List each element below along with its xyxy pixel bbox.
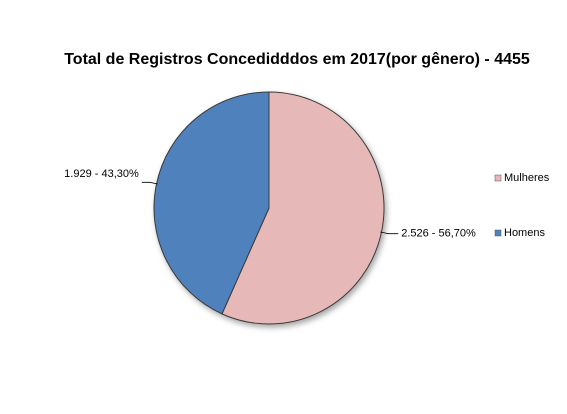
legend-label: Homens [504, 227, 545, 239]
leader-line [141, 181, 158, 185]
data-label: 2.526 - 56,70% [401, 228, 476, 240]
pie [153, 91, 385, 325]
chart-title: Total de Registros Concedidddos em 2017(… [64, 51, 530, 68]
leader-line [380, 231, 399, 235]
legend-label: Mulheres [504, 172, 550, 184]
data-label: 1.929 - 43,30% [64, 168, 139, 180]
legend-swatch [494, 229, 502, 237]
legend-swatch [494, 174, 502, 182]
